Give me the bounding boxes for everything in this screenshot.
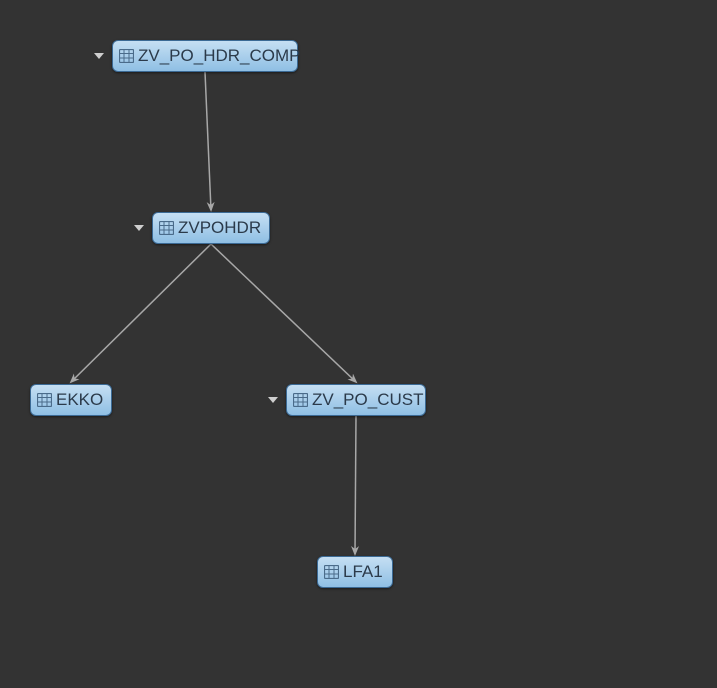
node-label: LFA1: [343, 562, 383, 582]
table-icon: [324, 565, 339, 579]
tree-node[interactable]: ZVPOHDR: [152, 212, 270, 244]
table-icon: [293, 393, 308, 407]
node-label: ZV_PO_CUST: [312, 390, 423, 410]
tree-edge: [205, 72, 211, 210]
tree-node[interactable]: EKKO: [30, 384, 112, 416]
table-icon: [119, 49, 134, 63]
expand-collapse-icon[interactable]: [134, 225, 144, 231]
expand-collapse-icon[interactable]: [268, 397, 278, 403]
node-label: EKKO: [56, 390, 103, 410]
tree-node[interactable]: ZV_PO_HDR_COMP: [112, 40, 298, 72]
tree-node[interactable]: LFA1: [317, 556, 393, 588]
table-icon: [37, 393, 52, 407]
tree-edge: [355, 416, 356, 554]
node-label: ZVPOHDR: [178, 218, 261, 238]
diagram-canvas: ZV_PO_HDR_COMP ZVPOHDR EKKO ZV_PO_CUST LFA1: [0, 0, 717, 688]
tree-edge: [211, 244, 356, 382]
table-icon: [159, 221, 174, 235]
expand-collapse-icon[interactable]: [94, 53, 104, 59]
tree-edge: [71, 244, 211, 382]
tree-node[interactable]: ZV_PO_CUST: [286, 384, 426, 416]
node-label: ZV_PO_HDR_COMP: [138, 46, 300, 66]
